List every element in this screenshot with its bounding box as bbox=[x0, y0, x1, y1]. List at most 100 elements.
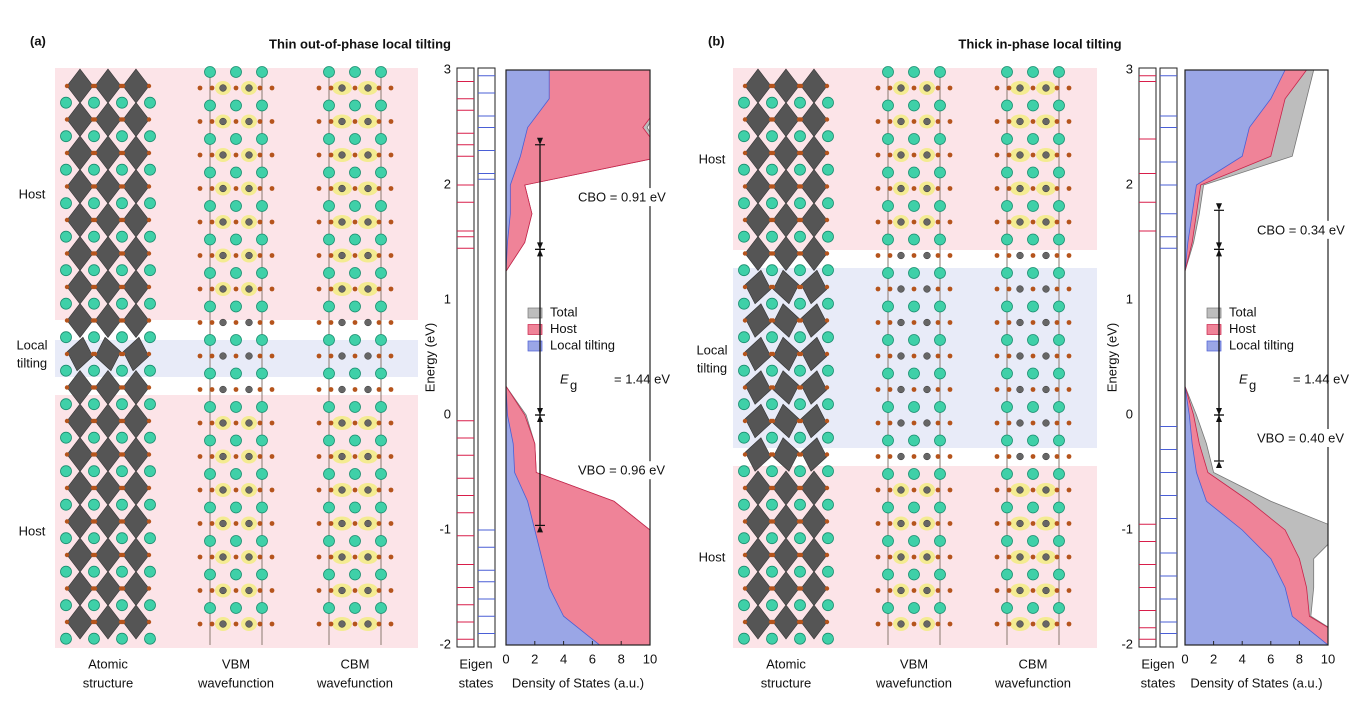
x-atom bbox=[935, 320, 941, 325]
b-atom bbox=[1042, 419, 1050, 427]
b-atom bbox=[1042, 285, 1050, 293]
x-atom bbox=[824, 586, 830, 591]
a-atom bbox=[794, 599, 806, 612]
x-atom bbox=[1066, 219, 1072, 225]
b-atom bbox=[897, 218, 905, 226]
x-atom bbox=[316, 387, 322, 392]
x-atom bbox=[316, 186, 322, 191]
x-atom bbox=[1066, 119, 1072, 124]
x-atom bbox=[257, 387, 263, 392]
x-atom bbox=[316, 320, 322, 325]
b-atom bbox=[364, 117, 372, 126]
x-atom bbox=[798, 619, 804, 625]
x-atom bbox=[1066, 554, 1072, 560]
b-atom bbox=[923, 586, 931, 595]
a-atom bbox=[822, 230, 834, 243]
x-atom bbox=[1066, 286, 1072, 292]
x-atom bbox=[388, 119, 394, 124]
x-atom bbox=[352, 521, 358, 526]
b-atom bbox=[923, 84, 931, 92]
a-atom bbox=[1001, 334, 1013, 346]
a-atom bbox=[822, 264, 834, 277]
a-atom bbox=[1027, 535, 1039, 547]
x-atom bbox=[1066, 387, 1072, 392]
x-atom bbox=[233, 286, 239, 292]
b-atom bbox=[1016, 385, 1024, 394]
structure-label: structure bbox=[83, 675, 134, 690]
x-atom bbox=[92, 485, 98, 491]
x-atom bbox=[994, 621, 1000, 627]
x-atom bbox=[376, 554, 382, 560]
energy-tick-label: 3 bbox=[1126, 61, 1133, 76]
x-atom bbox=[257, 420, 263, 426]
x-atom bbox=[824, 184, 830, 189]
x-atom bbox=[911, 119, 917, 124]
x-atom bbox=[92, 586, 98, 591]
dos-edge bbox=[1185, 70, 1328, 629]
a-atom bbox=[766, 230, 778, 243]
x-atom bbox=[1006, 286, 1012, 292]
x-atom bbox=[92, 619, 98, 625]
a-atom bbox=[349, 367, 361, 380]
a-atom bbox=[882, 133, 894, 145]
x-atom bbox=[1054, 353, 1060, 359]
x-atom bbox=[887, 253, 893, 258]
x-atom bbox=[798, 318, 804, 323]
b-atom bbox=[923, 486, 931, 494]
octahedron bbox=[744, 303, 772, 338]
x-atom bbox=[209, 186, 215, 191]
a-atom bbox=[256, 468, 268, 480]
a-atom bbox=[144, 398, 156, 411]
x-atom bbox=[1030, 85, 1036, 91]
x-atom bbox=[64, 217, 70, 223]
a-atom bbox=[204, 367, 216, 380]
a-atom bbox=[204, 233, 216, 246]
a-atom bbox=[144, 96, 156, 109]
x-atom bbox=[935, 152, 941, 158]
a-atom bbox=[204, 501, 216, 514]
a-atom bbox=[144, 163, 156, 176]
x-atom bbox=[1066, 186, 1072, 191]
a-atom bbox=[738, 197, 750, 210]
x-atom bbox=[824, 318, 830, 323]
structure-label: Atomic bbox=[766, 656, 806, 671]
a-atom bbox=[934, 99, 946, 112]
a-atom bbox=[794, 331, 806, 344]
a-atom bbox=[1053, 300, 1065, 313]
annotation-bg bbox=[574, 461, 682, 480]
a-atom bbox=[766, 364, 778, 377]
x-atom bbox=[742, 485, 748, 491]
b-atom bbox=[897, 151, 905, 159]
x-atom bbox=[1030, 588, 1036, 593]
x-atom bbox=[994, 85, 1000, 91]
x-atom bbox=[742, 519, 748, 524]
energy-tick-label: 3 bbox=[444, 61, 451, 76]
x-atom bbox=[994, 320, 1000, 325]
x-atom bbox=[875, 320, 881, 325]
a-atom bbox=[60, 398, 72, 411]
x-atom bbox=[947, 387, 953, 392]
x-atom bbox=[388, 487, 394, 493]
annotation-bg bbox=[574, 188, 682, 207]
dos-frame bbox=[505, 69, 651, 646]
x-atom bbox=[120, 318, 126, 323]
a-atom bbox=[144, 532, 156, 545]
a-atom bbox=[144, 264, 156, 277]
a-atom bbox=[766, 599, 778, 612]
x-atom bbox=[1030, 253, 1036, 258]
x-atom bbox=[233, 353, 239, 359]
a-atom bbox=[766, 632, 778, 645]
x-atom bbox=[316, 521, 322, 526]
x-atom bbox=[209, 85, 215, 91]
x-atom bbox=[233, 621, 239, 627]
b-atom bbox=[245, 285, 253, 293]
x-atom bbox=[1054, 454, 1060, 459]
x-atom bbox=[146, 519, 152, 524]
a-atom bbox=[323, 166, 335, 179]
a-atom bbox=[116, 163, 128, 176]
energy-tick-label: -2 bbox=[439, 636, 451, 651]
b-atom bbox=[897, 318, 905, 327]
x-atom bbox=[352, 353, 358, 359]
x-atom bbox=[798, 117, 804, 122]
x-atom bbox=[376, 286, 382, 292]
